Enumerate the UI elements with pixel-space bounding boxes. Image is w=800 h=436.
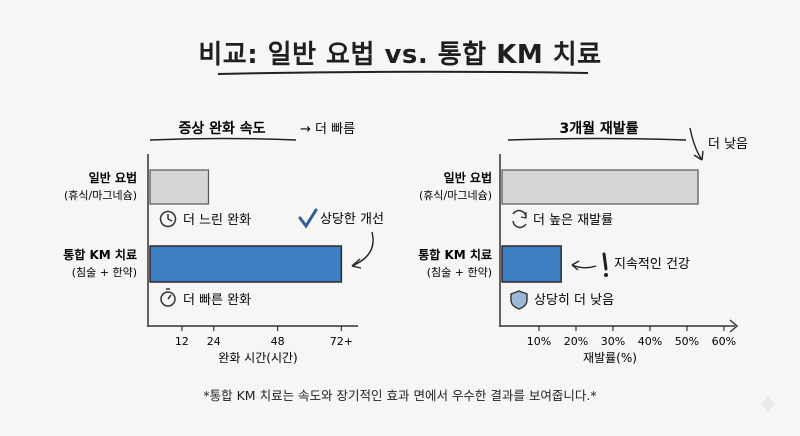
speed-cat-general-sub: (휴식/마그네슘): [64, 189, 137, 202]
speed-cat-general-label: 일반 요법: [89, 170, 137, 185]
higher-relapse-annotation: 더 높은 재발률: [533, 213, 613, 228]
clock-icon: [159, 210, 177, 228]
speed-chart-title: 증상 완화 속도: [178, 121, 265, 137]
relapse-bar-km: [501, 245, 562, 283]
check-icon: [298, 208, 318, 229]
r-tick-label: 10%: [527, 335, 551, 348]
relapse-cat-km-sub: (침술 + 한약): [427, 265, 492, 279]
l-tick-label: 48: [271, 335, 285, 348]
relapse-chart-title-underline: [507, 137, 687, 141]
relapse-cat-general-sub: (휴식/마그네슘): [419, 189, 492, 202]
relapse-cat-km-label: 통합 KM 치료: [418, 247, 492, 262]
relapse-bar-general: [501, 169, 699, 205]
lower-note-arrowhead: [693, 150, 704, 161]
improvement-annotation: 상당한 개선: [320, 212, 384, 227]
shield-icon: [510, 290, 528, 310]
r-tick-label: 50%: [675, 335, 699, 348]
faster-note: → 더 빠름: [300, 122, 355, 137]
sustained-arrow: [571, 264, 597, 269]
relapse-x-axis-arrowhead: [729, 319, 739, 333]
speed-x-axis-label: 완화 시간(시간): [218, 351, 297, 365]
speed-chart-title-underline: [149, 137, 297, 141]
sustained-health-annotation: 지속적인 건강: [614, 257, 690, 272]
l-tick-label: 24: [207, 335, 221, 348]
lower-note: 더 낮음: [708, 137, 748, 152]
speed-chart: 증상 완화 속도 → 더 빠름 12 24 48 72+ 일반 요법 (휴식/마그네슘…: [63, 121, 384, 365]
exclamation-icon: [602, 252, 608, 277]
relapse-cat-general-label: 일반 요법: [444, 170, 492, 185]
speed-cat-km-label: 통합 KM 치료: [63, 247, 137, 262]
sparkle-icon: [759, 394, 777, 414]
relapse-chart-title: 3개월 재발률: [559, 120, 638, 137]
title-underline: [217, 70, 589, 75]
footnote: *통합 KM 치료는 속도와 장기적인 효과 면에서 우수한 결과를 보여줍니다…: [203, 388, 597, 403]
l-tick-label: 12: [175, 335, 189, 348]
speed-bar-general: [149, 169, 210, 205]
faster-relief-annotation: 더 빠른 완화: [183, 293, 251, 308]
slower-relief-annotation: 더 느린 완화: [183, 213, 251, 228]
l-tick-label: 72+: [330, 335, 353, 348]
r-tick-label: 60%: [712, 335, 736, 348]
significantly-lower-annotation: 상당히 더 낮음: [534, 293, 614, 308]
improvement-arrowhead: [351, 258, 362, 269]
improvement-arrow: [351, 231, 374, 267]
r-tick-label: 40%: [638, 335, 662, 348]
relapse-x-axis-label: 재발률(%): [583, 351, 637, 365]
r-tick-label: 20%: [564, 335, 588, 348]
lower-note-arrow: [689, 127, 703, 161]
stopwatch-icon: [160, 288, 176, 307]
sustained-arrowhead: [571, 260, 580, 271]
relapse-chart: 3개월 재발률 더 낮음 10% 20% 30% 40% 50% 60% 일반 요법 (휴…: [418, 120, 748, 365]
r-tick-label: 30%: [601, 335, 625, 348]
speed-bar-km: [149, 245, 343, 283]
page-title: 비교: 일반 요법 vs. 통합 KM 치료: [198, 40, 602, 70]
speed-cat-km-sub: (침술 + 한약): [72, 265, 137, 279]
refresh-icon: [512, 209, 527, 229]
